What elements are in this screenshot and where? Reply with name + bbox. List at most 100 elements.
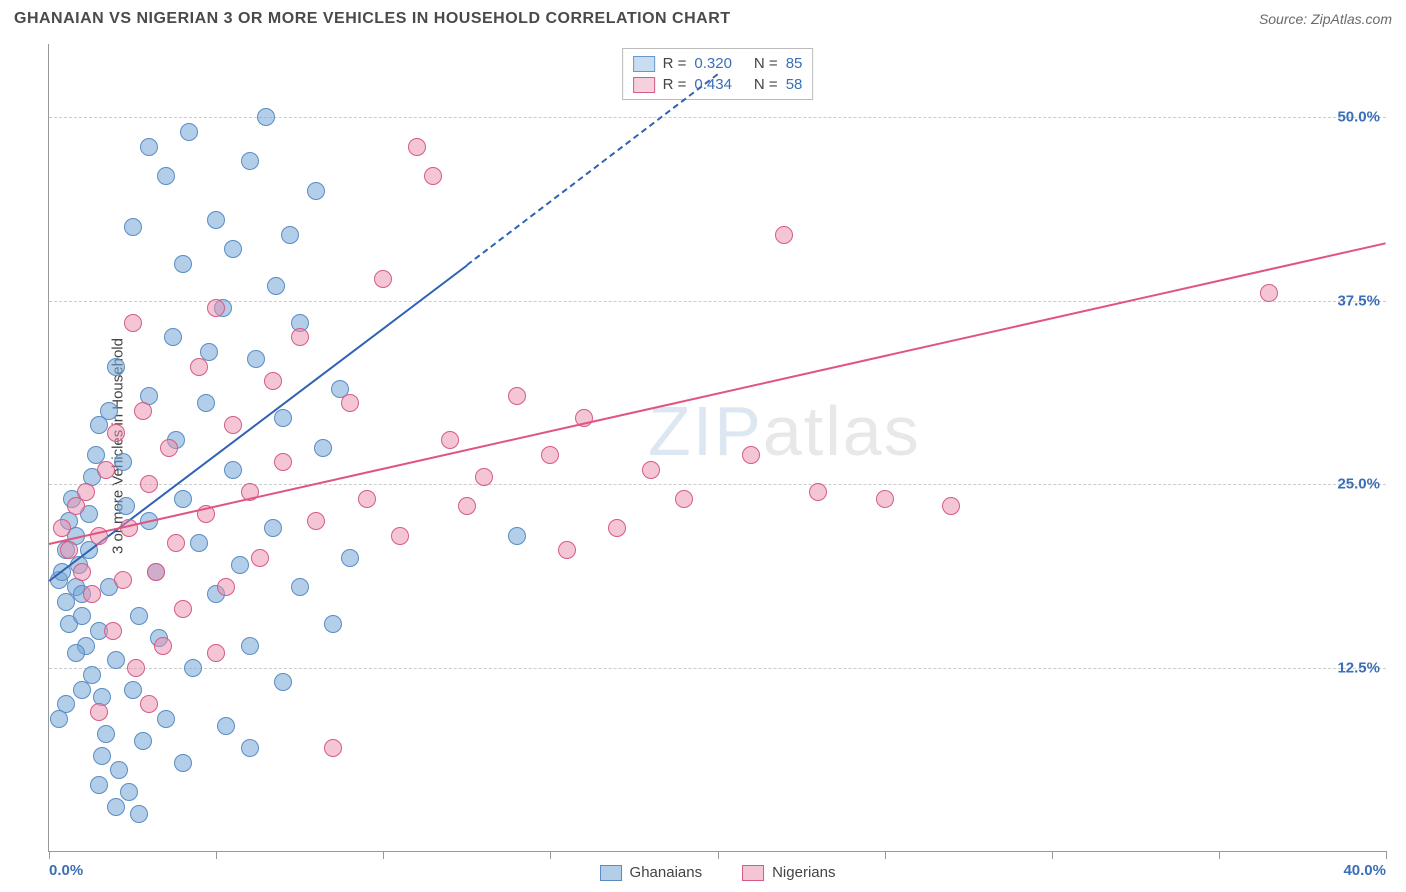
x-tick xyxy=(1219,851,1220,859)
data-point xyxy=(307,512,325,530)
data-point xyxy=(93,747,111,765)
data-point xyxy=(110,761,128,779)
data-point xyxy=(127,659,145,677)
data-point xyxy=(174,600,192,618)
data-point xyxy=(264,372,282,390)
data-point xyxy=(341,549,359,567)
data-point xyxy=(251,549,269,567)
data-point xyxy=(114,571,132,589)
legend-item: Ghanaians xyxy=(600,864,703,881)
data-point xyxy=(675,490,693,508)
data-point xyxy=(73,563,91,581)
data-point xyxy=(124,218,142,236)
data-point xyxy=(876,490,894,508)
data-point xyxy=(207,211,225,229)
data-point xyxy=(241,637,259,655)
x-tick xyxy=(1052,851,1053,859)
data-point xyxy=(391,527,409,545)
legend-n-label: N = xyxy=(754,76,778,93)
data-point xyxy=(97,725,115,743)
data-point xyxy=(281,226,299,244)
data-point xyxy=(508,527,526,545)
data-point xyxy=(157,710,175,728)
data-point xyxy=(124,681,142,699)
data-point xyxy=(174,754,192,772)
data-point xyxy=(100,402,118,420)
data-point xyxy=(90,703,108,721)
data-point xyxy=(475,468,493,486)
legend-swatch xyxy=(633,56,655,72)
legend-item: Nigerians xyxy=(742,864,835,881)
y-tick-label: 37.5% xyxy=(1337,292,1380,309)
header: GHANAIAN VS NIGERIAN 3 OR MORE VEHICLES … xyxy=(14,10,1392,28)
x-tick xyxy=(383,851,384,859)
data-point xyxy=(358,490,376,508)
legend-swatch xyxy=(742,865,764,881)
data-point xyxy=(104,622,122,640)
data-point xyxy=(441,431,459,449)
data-point xyxy=(274,409,292,427)
gridline xyxy=(49,117,1386,118)
data-point xyxy=(742,446,760,464)
data-point xyxy=(267,277,285,295)
data-point xyxy=(341,394,359,412)
data-point xyxy=(90,776,108,794)
data-point xyxy=(197,394,215,412)
data-point xyxy=(217,578,235,596)
data-point xyxy=(134,732,152,750)
data-point xyxy=(224,461,242,479)
legend-series-name: Nigerians xyxy=(772,864,835,881)
data-point xyxy=(642,461,660,479)
source-label: Source: ZipAtlas.com xyxy=(1259,11,1392,27)
data-point xyxy=(180,123,198,141)
y-tick-label: 50.0% xyxy=(1337,109,1380,126)
y-tick-label: 12.5% xyxy=(1337,659,1380,676)
data-point xyxy=(130,607,148,625)
data-point xyxy=(374,270,392,288)
x-tick xyxy=(49,851,50,859)
gridline xyxy=(49,668,1386,669)
data-point xyxy=(274,673,292,691)
x-tick-label-left: 0.0% xyxy=(49,862,83,879)
x-tick-label-right: 40.0% xyxy=(1343,862,1386,879)
plot-area: ZIPatlas R =0.320N =85R =0.434N =58 Ghan… xyxy=(48,44,1386,852)
data-point xyxy=(140,695,158,713)
data-point xyxy=(73,607,91,625)
legend-swatch xyxy=(600,865,622,881)
data-point xyxy=(50,710,68,728)
watermark-atlas: atlas xyxy=(763,392,921,470)
data-point xyxy=(541,446,559,464)
data-point xyxy=(247,350,265,368)
data-point xyxy=(107,358,125,376)
data-point xyxy=(291,328,309,346)
data-point xyxy=(117,497,135,515)
legend-n-value: 58 xyxy=(786,76,803,93)
y-tick-label: 25.0% xyxy=(1337,476,1380,493)
data-point xyxy=(809,483,827,501)
legend-swatch xyxy=(633,77,655,93)
data-point xyxy=(73,681,91,699)
data-point xyxy=(130,805,148,823)
data-point xyxy=(164,328,182,346)
data-point xyxy=(147,563,165,581)
legend-n-value: 85 xyxy=(786,55,803,72)
data-point xyxy=(190,534,208,552)
data-point xyxy=(120,783,138,801)
data-point xyxy=(83,585,101,603)
data-point xyxy=(257,108,275,126)
data-point xyxy=(324,739,342,757)
data-point xyxy=(190,358,208,376)
legend-series-name: Ghanaians xyxy=(630,864,703,881)
data-point xyxy=(207,644,225,662)
gridline xyxy=(49,301,1386,302)
data-point xyxy=(157,167,175,185)
data-point xyxy=(314,439,332,457)
data-point xyxy=(274,453,292,471)
data-point xyxy=(160,439,178,457)
data-point xyxy=(107,651,125,669)
data-point xyxy=(174,255,192,273)
data-point xyxy=(224,416,242,434)
data-point xyxy=(217,717,235,735)
data-point xyxy=(264,519,282,537)
data-point xyxy=(184,659,202,677)
